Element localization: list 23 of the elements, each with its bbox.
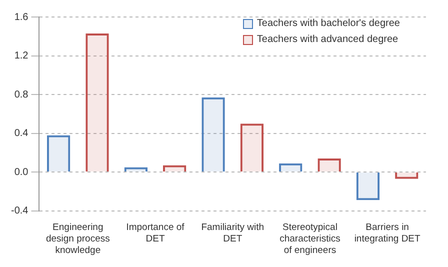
legend-label: Teachers with advanced degree: [256, 34, 398, 45]
bar: [86, 33, 109, 172]
bar: [356, 172, 380, 200]
bar: [124, 167, 148, 172]
legend-label: Teachers with bachelor's degree: [256, 18, 400, 29]
bar: [46, 135, 70, 172]
y-tick-label: 0.0: [14, 166, 29, 178]
bar: [395, 172, 418, 179]
y-tick-label: -0.4: [10, 206, 29, 217]
bar: [240, 124, 264, 172]
y-tick-label: 1.2: [14, 50, 29, 62]
bar: [163, 165, 186, 172]
x-tick-label: Importance of DET: [126, 222, 185, 245]
y-tick-label: 0.8: [14, 89, 29, 100]
bar: [318, 158, 341, 172]
y-tick-label: 1.6: [14, 12, 29, 23]
bar: [279, 163, 302, 172]
x-tick-label: Barriers in integrating DET: [354, 222, 421, 245]
x-tick-label: Familiarity with DET: [201, 222, 264, 245]
x-tick-label: Engineering design process knowledge: [46, 222, 110, 256]
bar: [202, 97, 225, 172]
y-tick-label: 0.4: [14, 128, 29, 140]
x-tick-label: Stereotypical characteristics of engineers: [280, 222, 341, 256]
